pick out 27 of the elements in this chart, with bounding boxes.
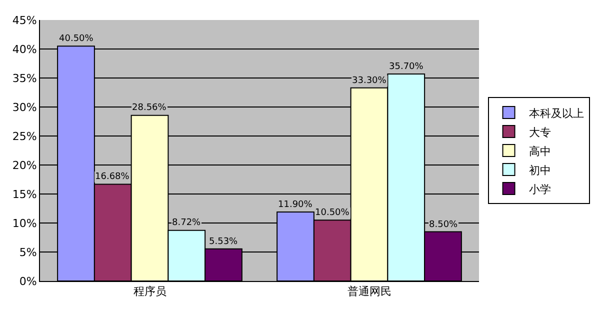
data-label: 10.50% [315,208,350,218]
y-tick-label: 25% [12,130,37,143]
legend-label: 初中 [528,164,551,177]
legend-label: 小学 [528,182,551,196]
x-tick-label: 普通网民 [347,285,392,298]
legend-label: 高中 [528,144,551,158]
y-tick-label: 45% [12,14,37,27]
data-label: 40.50% [59,34,94,44]
y-tick-label: 5% [19,246,37,259]
data-label: 16.68% [95,172,130,182]
y-tick-label: 0% [19,274,37,288]
data-label: 11.90% [278,200,313,210]
data-label: 5.53% [209,237,238,247]
y-tick-label: 40% [12,42,37,56]
y-tick-label: 35% [12,72,37,85]
data-label: 35.70% [389,62,424,72]
data-label: 8.50% [429,220,458,230]
legend-label: 大专 [528,126,551,139]
x-tick-label: 程序员 [133,285,166,298]
y-tick-label: 10% [12,216,37,230]
y-tick-label: 20% [12,158,37,172]
data-label: 33.30% [352,76,387,86]
data-label: 8.72% [172,218,202,228]
y-tick-label: 30% [12,100,37,114]
data-label: 28.56% [132,103,167,113]
legend-label: 本科及以上 [528,106,584,120]
y-tick-label: 15% [12,188,37,201]
